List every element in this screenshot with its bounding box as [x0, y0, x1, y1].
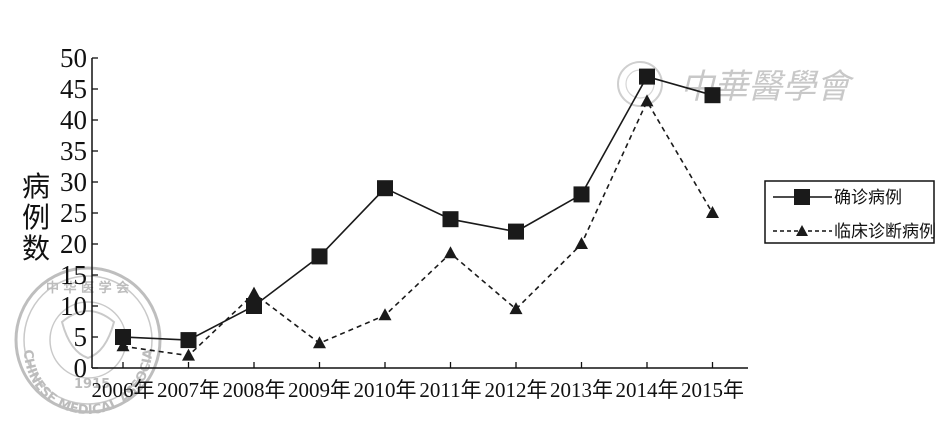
data-point-triangle [313, 336, 326, 349]
y-tick-label: 15 [60, 260, 87, 290]
data-point-triangle [640, 94, 654, 107]
y-tick-label: 25 [60, 198, 87, 228]
x-tick-label: 2008年 [223, 378, 286, 402]
y-tick-label: 5 [74, 322, 88, 352]
x-tick-label: 2006年 [92, 378, 155, 402]
y-tick-label: 10 [60, 291, 87, 321]
x-tick-label: 2015年 [681, 378, 744, 402]
data-point-square [573, 186, 590, 203]
data-point-triangle [706, 206, 719, 218]
data-point-triangle [509, 302, 523, 315]
y-tick-label: 0 [74, 353, 88, 383]
data-point-triangle [182, 348, 195, 361]
y-tick-label: 45 [60, 74, 87, 104]
x-axis-ticks: 2006年 2007年 2008年 2009年 2010年 2011年 2012年 2013年… [92, 362, 744, 402]
y-axis-label-char: 数 [22, 232, 50, 265]
x-tick-label: 2007年 [157, 378, 220, 402]
x-tick-label: 2012年 [485, 378, 548, 402]
data-point-triangle [378, 308, 392, 321]
y-tick-label: 50 [60, 43, 87, 73]
y-axis-label-char: 例 [22, 201, 50, 234]
x-tick-label: 2009年 [288, 378, 351, 402]
data-point-square [115, 329, 131, 345]
data-point-triangle [116, 339, 130, 352]
seal-top-text: 中 华 医 学 会 [46, 280, 130, 296]
data-point-square [311, 248, 328, 265]
legend-marker-square [794, 189, 810, 205]
data-point-square [180, 332, 197, 349]
y-tick-label: 30 [60, 167, 87, 197]
legend-marker-triangle [796, 225, 808, 236]
legend-label-1: 确诊病例 [834, 188, 902, 208]
data-point-square [639, 68, 655, 85]
data-point-triangle [444, 246, 457, 259]
data-point-triangle [247, 286, 261, 299]
legend-label-2: 临床诊断病例 [834, 222, 936, 242]
data-point-square [377, 180, 393, 197]
data-point-square [442, 211, 459, 228]
y-tick-label: 20 [60, 229, 87, 259]
y-tick-label: 35 [60, 136, 87, 166]
x-tick-label: 2011年 [419, 378, 481, 402]
data-point-square [246, 298, 262, 314]
y-tick-label: 40 [60, 105, 87, 135]
legend-box [764, 180, 935, 244]
data-point-square [704, 87, 721, 104]
series-layer [115, 68, 721, 361]
x-tick-label: 2010年 [354, 378, 417, 402]
y-axis-label-char: 病 [22, 170, 50, 203]
series-line-2 [122, 99, 714, 357]
series-line-1 [122, 75, 713, 341]
seal-year: 1915 [74, 377, 110, 392]
data-point-triangle [575, 237, 588, 249]
data-point-square [508, 223, 524, 240]
x-tick-label: 2013年 [550, 378, 613, 402]
x-tick-label: 2014年 [616, 378, 679, 402]
y-axis-label: 病例数 [22, 170, 50, 265]
